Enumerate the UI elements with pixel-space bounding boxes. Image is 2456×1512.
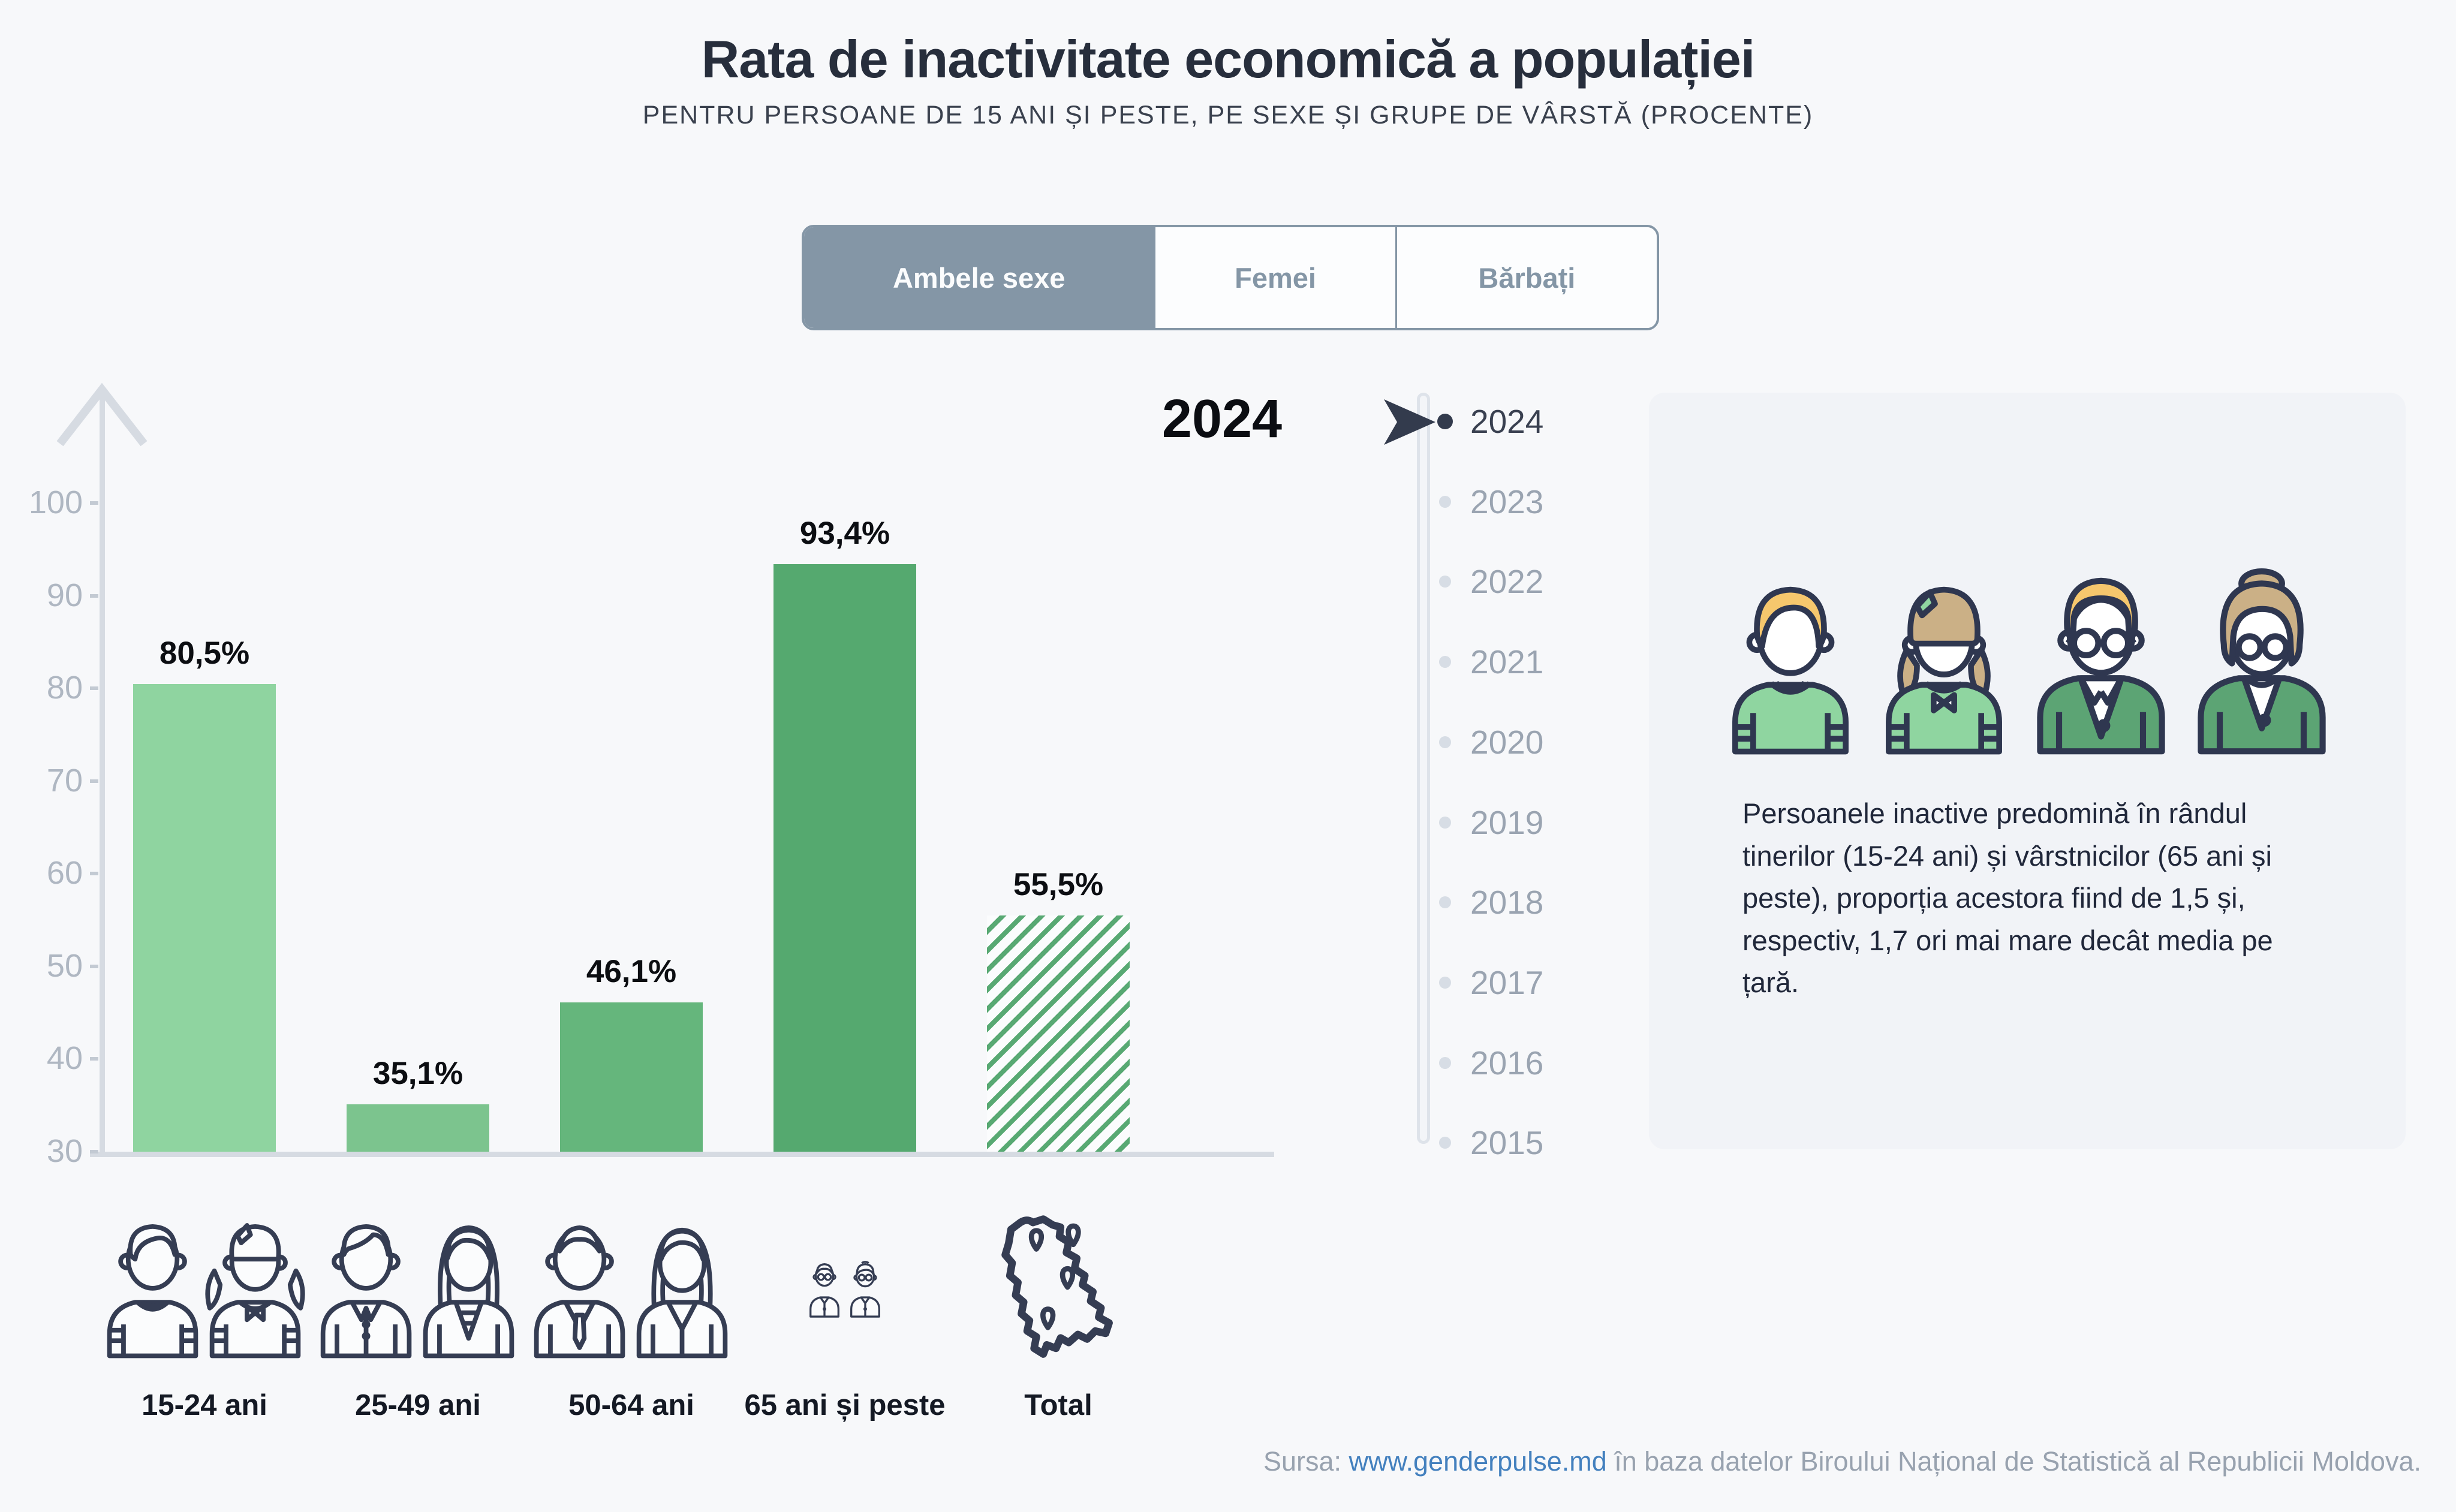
insight-box <box>1649 393 2406 1149</box>
timeline-year-2017[interactable]: 2017 <box>1470 963 1544 1001</box>
y-tick-mark <box>90 964 98 968</box>
bar-value-label: 80,5% <box>159 635 250 671</box>
bar-value-label: 93,4% <box>799 516 890 552</box>
timeline-dot-2021[interactable] <box>1439 656 1451 668</box>
bar-value-label: 46,1% <box>586 954 677 990</box>
timeline-dot-2022[interactable] <box>1439 576 1451 588</box>
y-tick-mark <box>90 1150 98 1153</box>
bar-25-49-ani[interactable] <box>347 1104 489 1152</box>
timeline-dot-2020[interactable] <box>1439 736 1451 748</box>
y-tick-mark <box>90 1057 98 1061</box>
pair-mature-icon <box>529 1212 733 1359</box>
bar-50-64-ani[interactable] <box>560 1002 703 1152</box>
timeline-dot-2015[interactable] <box>1439 1137 1451 1149</box>
y-tick-label: 60 <box>46 855 83 891</box>
pair-elderly-icon <box>801 1258 889 1318</box>
category-label-25-49-ani: 25-49 ani <box>355 1389 481 1421</box>
x-axis-line <box>90 1152 1274 1157</box>
y-tick-label: 50 <box>46 947 83 984</box>
category-label-15-24-ani: 15-24 ani <box>142 1389 267 1421</box>
y-tick-label: 40 <box>46 1040 83 1077</box>
y-tick-label: 90 <box>46 577 83 613</box>
timeline-year-2016[interactable]: 2016 <box>1470 1044 1544 1082</box>
timeline-dot-2018[interactable] <box>1439 896 1451 909</box>
bar-65-ani-i-peste[interactable] <box>773 564 916 1152</box>
y-tick-mark <box>90 779 98 783</box>
sex-filter-tabs: Ambele sexe Femei Bărbați <box>802 225 1659 330</box>
bar-value-label: 55,5% <box>1013 866 1104 902</box>
category-label-50-64-ani: 50-64 ani <box>568 1389 694 1421</box>
timeline-dot-2023[interactable] <box>1439 495 1451 508</box>
timeline-track[interactable] <box>1417 393 1430 1144</box>
timeline-dot-2017[interactable] <box>1439 976 1451 989</box>
timeline-dot-2019[interactable] <box>1439 816 1451 829</box>
chart-year-label: 2024 <box>1161 389 1283 449</box>
y-tick-mark <box>90 686 98 691</box>
y-axis-arrow-icon <box>56 382 148 447</box>
y-tick-mark <box>90 872 98 876</box>
bar-value-label: 35,1% <box>372 1056 463 1092</box>
timeline-dot-2024[interactable] <box>1437 414 1453 429</box>
source-prefix: Sursa: <box>1263 1446 1349 1477</box>
timeline-year-2020[interactable]: 2020 <box>1470 723 1544 761</box>
timeline-year-2021[interactable]: 2021 <box>1470 643 1544 681</box>
tab-b-rba-i[interactable]: Bărbați <box>1396 227 1657 328</box>
source-suffix: în baza datelor Biroului Național de Sta… <box>1606 1446 2421 1477</box>
timeline-year-2022[interactable]: 2022 <box>1470 563 1544 601</box>
tab-ambele-sexe[interactable]: Ambele sexe <box>804 227 1156 328</box>
source-footer: Sursa: www.genderpulse.md în baza datelo… <box>1263 1446 2421 1477</box>
y-tick-label: 100 <box>28 484 83 521</box>
girl-avatar-icon <box>1872 576 2016 755</box>
y-tick-label: 70 <box>46 762 83 799</box>
woman-avatar-icon <box>2186 566 2337 755</box>
page-title: Rata de inactivitate economică a populaț… <box>701 29 1756 89</box>
y-tick-label: 80 <box>46 670 83 706</box>
tab-femei[interactable]: Femei <box>1155 227 1397 328</box>
y-tick-mark <box>90 594 98 598</box>
bar-total[interactable] <box>987 915 1130 1152</box>
category-label-65-ani-i-peste: 65 ani și peste <box>744 1389 946 1421</box>
timeline-year-2018[interactable]: 2018 <box>1470 884 1544 921</box>
timeline-cursor-icon[interactable] <box>1384 396 1441 451</box>
timeline-year-2023[interactable]: 2023 <box>1470 483 1544 520</box>
boy-avatar-icon <box>1718 576 1862 755</box>
pair-adult-icon <box>316 1212 520 1359</box>
timeline-dot-2016[interactable] <box>1439 1056 1451 1069</box>
timeline-year-2019[interactable]: 2019 <box>1470 803 1544 841</box>
bar-15-24-ani[interactable] <box>133 683 276 1152</box>
man-avatar-icon <box>2025 566 2177 755</box>
insight-text: Persoanele inactive predomină în rândul … <box>1742 797 2273 998</box>
map-moldova-icon <box>995 1211 1122 1363</box>
category-label-total: Total <box>1024 1389 1092 1421</box>
pair-young-icon <box>103 1212 306 1359</box>
y-tick-label: 30 <box>46 1133 83 1169</box>
insight-avatars <box>1711 510 2344 755</box>
timeline-year-2024[interactable]: 2024 <box>1470 403 1544 440</box>
source-link[interactable]: www.genderpulse.md <box>1349 1446 1607 1477</box>
page-subtitle: PENTRU PERSOANE DE 15 ANI ȘI PESTE, PE S… <box>642 101 1814 129</box>
y-axis-line <box>100 388 105 1152</box>
timeline-year-2015[interactable]: 2015 <box>1470 1124 1544 1162</box>
y-tick-mark <box>90 501 98 505</box>
